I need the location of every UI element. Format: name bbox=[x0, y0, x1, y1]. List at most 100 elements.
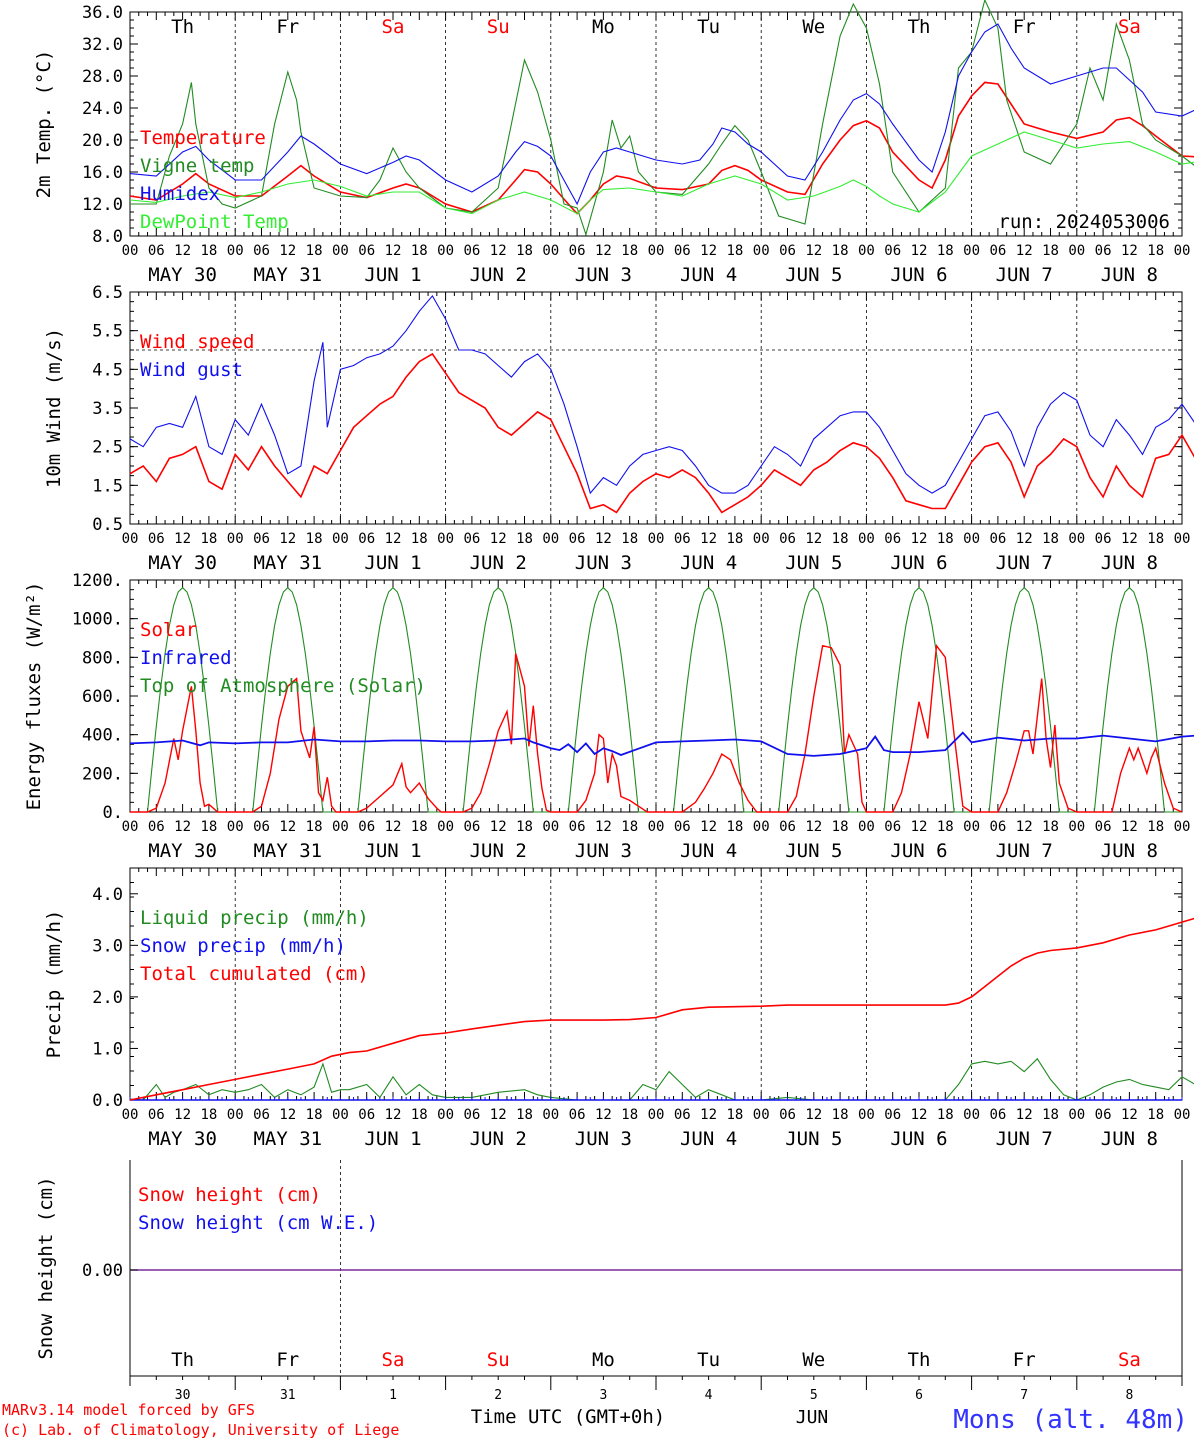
date-label: JUN 3 bbox=[575, 552, 632, 574]
y-tick-label: 4.0 bbox=[92, 885, 123, 905]
hour-tick-label: 00 bbox=[648, 819, 665, 835]
y-tick-label: 36.0 bbox=[82, 3, 123, 23]
hour-tick-label: 00 bbox=[227, 243, 244, 259]
hour-tick-label: 00 bbox=[963, 1107, 980, 1123]
hour-tick-label: 12 bbox=[911, 243, 928, 259]
hour-tick-label: 00 bbox=[332, 1107, 349, 1123]
y-tick-label: 0.5 bbox=[92, 515, 123, 535]
hour-tick-label: 18 bbox=[832, 819, 849, 835]
hour-tick-label: 06 bbox=[148, 531, 165, 547]
legend-entry: Vigne temp bbox=[140, 155, 254, 177]
hour-tick-label: 06 bbox=[779, 1107, 796, 1123]
weekday-label: Sa bbox=[1118, 1349, 1141, 1371]
weekday-label: Mo bbox=[592, 16, 615, 38]
day-number-label: 7 bbox=[1020, 1388, 1028, 1403]
date-label: JUN 3 bbox=[575, 1128, 632, 1150]
hour-tick-label: 18 bbox=[516, 819, 533, 835]
series-line-wind-gust bbox=[129, 294, 1194, 495]
hour-tick-label: 12 bbox=[805, 531, 822, 547]
hour-tick-label: 06 bbox=[1095, 531, 1112, 547]
legend-entry: Wind gust bbox=[140, 359, 243, 381]
weekday-label: Fr bbox=[276, 1349, 299, 1371]
y-tick-label: 0. bbox=[103, 803, 123, 823]
hour-tick-label: 00 bbox=[1174, 243, 1191, 259]
y-axis-label: Energy fluxes (W/m²) bbox=[23, 582, 45, 811]
y-tick-label: 2.5 bbox=[92, 438, 123, 458]
hour-tick-label: 06 bbox=[463, 243, 480, 259]
date-label: JUN 6 bbox=[890, 264, 947, 286]
hour-tick-label: 00 bbox=[227, 531, 244, 547]
date-label: MAY 30 bbox=[148, 1128, 217, 1150]
weekday-label: Th bbox=[908, 16, 931, 38]
hour-tick-label: 06 bbox=[358, 1107, 375, 1123]
hour-tick-label: 00 bbox=[122, 243, 139, 259]
hour-tick-label: 12 bbox=[1121, 1107, 1138, 1123]
series-line-humidex bbox=[129, 23, 1194, 206]
series-line-liquid-precip bbox=[129, 1057, 1194, 1101]
hour-tick-label: 18 bbox=[200, 1107, 217, 1123]
hour-tick-label: 12 bbox=[174, 1107, 191, 1123]
date-label: JUN 4 bbox=[680, 840, 737, 862]
hour-tick-label: 12 bbox=[911, 819, 928, 835]
weekday-label: Th bbox=[171, 16, 194, 38]
weekday-label: Tu bbox=[697, 1349, 720, 1371]
hour-tick-label: 12 bbox=[805, 819, 822, 835]
y-tick-label: 4.5 bbox=[92, 360, 123, 380]
date-label: MAY 31 bbox=[253, 1128, 322, 1150]
hour-tick-label: 00 bbox=[122, 819, 139, 835]
hour-tick-label: 12 bbox=[700, 1107, 717, 1123]
hour-tick-label: 00 bbox=[963, 243, 980, 259]
hour-tick-label: 00 bbox=[332, 819, 349, 835]
y-axis-label: 2m Temp. (°C) bbox=[33, 50, 55, 199]
hour-tick-label: 18 bbox=[621, 819, 638, 835]
legend-entry: DewPoint Temp bbox=[140, 211, 289, 233]
hour-tick-label: 12 bbox=[595, 1107, 612, 1123]
date-label: JUN 3 bbox=[575, 264, 632, 286]
hour-tick-label: 18 bbox=[726, 819, 743, 835]
hour-tick-label: 12 bbox=[1016, 243, 1033, 259]
date-label: JUN 5 bbox=[785, 552, 842, 574]
weekday-label: Mo bbox=[592, 1349, 615, 1371]
hour-tick-label: 00 bbox=[122, 1107, 139, 1123]
weekday-label: We bbox=[802, 1349, 825, 1371]
date-label: JUN 4 bbox=[680, 264, 737, 286]
footer: MARv3.14 model forced by GFS (c) Lab. of … bbox=[2, 1401, 1188, 1439]
hour-tick-label: 00 bbox=[227, 819, 244, 835]
y-tick-label: 2.0 bbox=[92, 988, 123, 1008]
legend-entry: Temperature bbox=[140, 127, 266, 149]
date-label: MAY 30 bbox=[148, 552, 217, 574]
weekday-label: We bbox=[802, 16, 825, 38]
y-tick-label: 600. bbox=[82, 687, 123, 707]
hour-tick-label: 18 bbox=[937, 1107, 954, 1123]
date-label: JUN 7 bbox=[996, 264, 1053, 286]
hour-tick-label: 12 bbox=[174, 819, 191, 835]
date-label: JUN 3 bbox=[575, 840, 632, 862]
hour-tick-label: 00 bbox=[963, 819, 980, 835]
weekday-label: Sa bbox=[1118, 16, 1141, 38]
hour-tick-label: 12 bbox=[279, 531, 296, 547]
hour-tick-label: 18 bbox=[1147, 819, 1164, 835]
date-label: JUN 4 bbox=[680, 1128, 737, 1150]
hour-tick-label: 06 bbox=[253, 819, 270, 835]
hour-tick-label: 18 bbox=[937, 819, 954, 835]
y-tick-label: 3.0 bbox=[92, 936, 123, 956]
hour-tick-label: 00 bbox=[1068, 1107, 1085, 1123]
hour-tick-label: 12 bbox=[490, 243, 507, 259]
panel-2: 0.5 1.5 2.5 3.5 4.5 5.5 6.5 10m Wind (m/s) Wind … bbox=[43, 283, 1194, 574]
hour-tick-label: 00 bbox=[437, 1107, 454, 1123]
hour-tick-label: 06 bbox=[1095, 243, 1112, 259]
weekday-label: Fr bbox=[1013, 1349, 1036, 1371]
y-tick-label: 200. bbox=[82, 764, 123, 784]
date-label: JUN 6 bbox=[890, 840, 947, 862]
series-line-infrared bbox=[129, 731, 1194, 757]
hour-tick-label: 00 bbox=[648, 243, 665, 259]
hour-tick-label: 06 bbox=[253, 531, 270, 547]
y-tick-label: 12.0 bbox=[82, 195, 123, 215]
hour-tick-label: 18 bbox=[516, 531, 533, 547]
panel-3: 0. 200. 400. 600. 800. 1000. 1200. Energy fluxe… bbox=[23, 571, 1194, 862]
hour-tick-label: 06 bbox=[779, 819, 796, 835]
hour-tick-label: 06 bbox=[1095, 819, 1112, 835]
date-label: JUN 2 bbox=[470, 552, 527, 574]
run-annotation: run: 2024053006 bbox=[998, 211, 1170, 233]
hour-tick-label: 06 bbox=[463, 1107, 480, 1123]
